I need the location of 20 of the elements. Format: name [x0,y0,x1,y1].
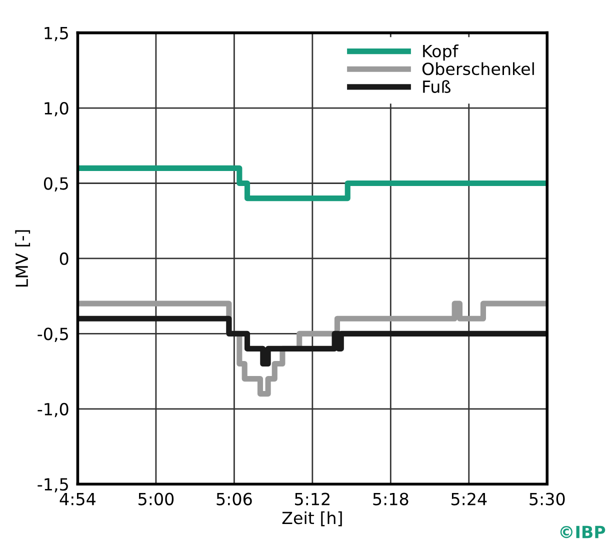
x-tick-label: 5:30 [530,492,565,506]
legend-label: Oberschenkel [422,62,534,76]
legend-label: Fuß [423,80,450,93]
x-tick-label: 5:18 [373,492,408,506]
x-tick-label: 5:24 [451,492,487,506]
x-tick-label: 4:54 [60,492,96,506]
x-tick-label: 5:06 [216,492,252,506]
x-axis-title: Zeit [h] [282,511,342,526]
y-tick-label: -1,5 [38,478,68,492]
x-tick-label: 5:12 [295,492,330,506]
y-tick-label: 0 [60,252,68,266]
legend-label: Kopf [423,44,459,61]
y-tick-label: -0,5 [38,328,68,342]
x-tick-label: 5:00 [138,492,174,506]
text: ©IBP [560,526,606,538]
y-axis-title: LMV [-] [15,230,30,287]
y-tick-label: 0,5 [44,177,68,192]
y-tick-label: -1,0 [38,402,68,418]
y-tick-label: 1,5 [44,27,68,42]
y-tick-label: 1,0 [44,102,68,116]
